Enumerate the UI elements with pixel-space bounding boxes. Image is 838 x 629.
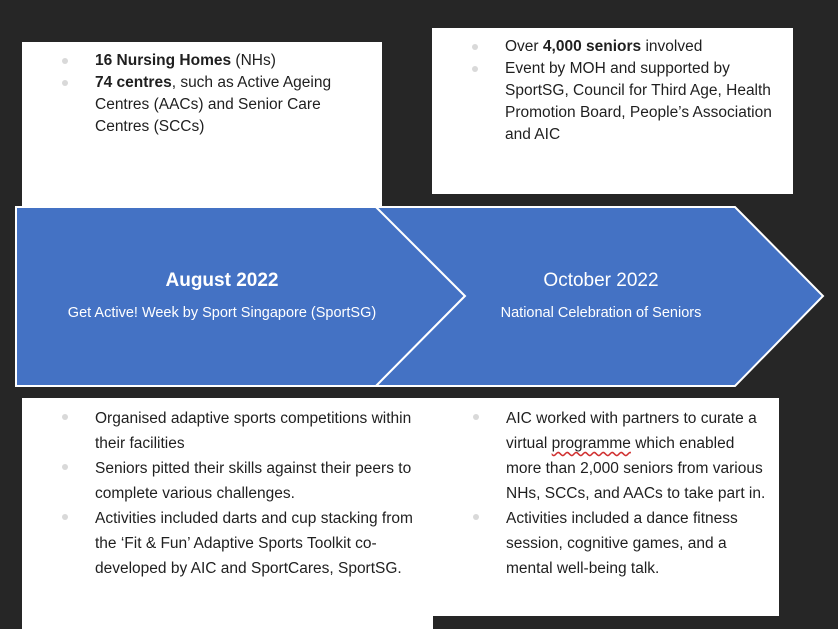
top-right-text-box: Over 4,000 seniors involved Event by MOH… — [432, 28, 793, 194]
bottom-right-bullet-list: AIC worked with partners to curate a vir… — [473, 406, 771, 581]
top-left-text-box: 16 Nursing Homes (NHs) 74 centres, such … — [22, 42, 382, 207]
bullet-icon — [62, 414, 68, 420]
arrow-2-subtitle: National Celebration of Seniors — [500, 305, 702, 321]
spellcheck-word: programme — [551, 435, 631, 452]
bullet-icon — [473, 414, 479, 420]
list-item: Over 4,000 seniors involved — [472, 36, 783, 58]
list-item: Activities included a dance fitness sess… — [473, 506, 771, 581]
bullet-icon — [62, 58, 68, 64]
bullet-icon — [62, 80, 68, 86]
bullet-icon — [473, 514, 479, 520]
list-item: 16 Nursing Homes (NHs) — [62, 50, 372, 72]
list-item: Organised adaptive sports competitions w… — [62, 406, 423, 456]
list-item: AIC worked with partners to curate a vir… — [473, 406, 771, 506]
arrow-october-2022 — [373, 206, 825, 387]
bottom-left-bullet-list: Organised adaptive sports competitions w… — [62, 406, 423, 581]
bullet-icon — [62, 514, 68, 520]
bullet-icon — [472, 66, 478, 72]
bullet-icon — [62, 464, 68, 470]
arrow-1-subtitle: Get Active! Week by Sport Singapore (Spo… — [67, 305, 377, 321]
top-right-bullet-list: Over 4,000 seniors involved Event by MOH… — [472, 36, 783, 146]
arrow-1-title: August 2022 — [165, 270, 279, 291]
bottom-left-text-box: Organised adaptive sports competitions w… — [22, 398, 433, 629]
bottom-right-text-box: AIC worked with partners to curate a vir… — [432, 398, 779, 616]
list-item: Event by MOH and supported by SportSG, C… — [472, 58, 783, 146]
bullet-icon — [472, 44, 478, 50]
arrow-august-2022 — [15, 206, 467, 387]
list-item: 74 centres, such as Active Ageing Centre… — [62, 72, 372, 138]
list-item: Activities included darts and cup stacki… — [62, 506, 423, 581]
list-item: Seniors pitted their skills against thei… — [62, 456, 423, 506]
top-left-bullet-list: 16 Nursing Homes (NHs) 74 centres, such … — [62, 50, 372, 138]
arrow-2-title: October 2022 — [543, 270, 659, 291]
